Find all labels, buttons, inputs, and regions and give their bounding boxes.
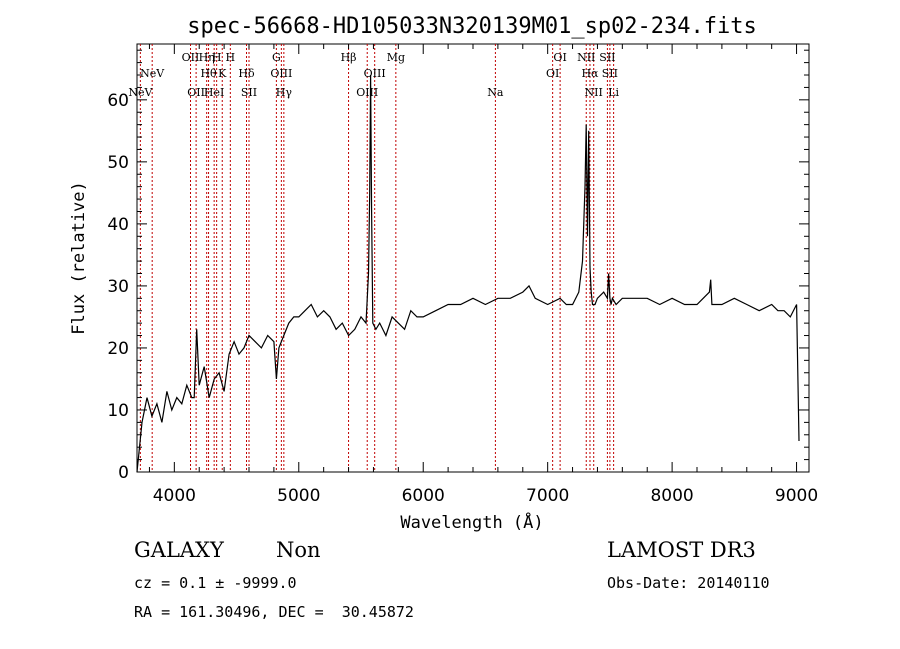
spectral-line-label: OIII <box>270 67 292 80</box>
spectral-line-label: Hδ <box>238 67 255 80</box>
spectral-line-label: Hγ <box>276 86 293 99</box>
spectral-line-label: OI <box>546 67 559 80</box>
spectral-line-label: Hη <box>199 51 215 64</box>
spectral-line-label: Hθ <box>200 67 217 80</box>
spectral-line-label: OII <box>187 86 205 99</box>
survey-name: LAMOST DR3 <box>607 538 756 562</box>
x-tick-label: 5000 <box>277 486 320 506</box>
spectral-line-label: Mg <box>387 51 405 64</box>
y-tick-label: 40 <box>107 215 129 235</box>
spectral-line-label: OIII <box>356 86 378 99</box>
x-tick-label: 9000 <box>775 486 818 506</box>
spectral-line-label: OI <box>553 51 566 64</box>
spectral-line-label: K <box>218 67 227 80</box>
spectral-line-label: SII <box>599 51 615 64</box>
redshift-value: cz = 0.1 ± -9999.0 <box>134 574 297 592</box>
spectral-line-label: NeV <box>140 67 165 80</box>
spectral-line-label: H <box>212 51 222 64</box>
spectral-line-label: H <box>226 51 236 64</box>
spectral-line-label: Na <box>487 86 504 99</box>
spectral-line-label: NII <box>585 86 603 99</box>
x-tick-label: 7000 <box>526 486 569 506</box>
x-tick-label: 4000 <box>153 486 196 506</box>
spectral-line-label: SII <box>241 86 257 99</box>
y-tick-label: 0 <box>118 463 129 483</box>
y-tick-label: 20 <box>107 339 129 359</box>
spectral-line-label: OIII <box>364 67 386 80</box>
spectral-line-label: Li <box>608 86 619 99</box>
spectrum-line <box>136 74 800 473</box>
chart-title: spec-56668-HD105033N320139M01_sp02-234.f… <box>187 14 757 39</box>
y-tick-label: 30 <box>107 277 129 297</box>
coordinates: RA = 161.30496, DEC = 30.45872 <box>134 603 414 621</box>
spectral-line-label: G <box>272 51 281 64</box>
spectral-line-label: OII <box>182 51 200 64</box>
y-tick-label: 10 <box>107 401 129 421</box>
object-class: GALAXY <box>134 538 224 562</box>
plot-frame <box>136 43 810 473</box>
y-tick-label: 60 <box>107 91 129 111</box>
spectral-lines <box>139 44 615 472</box>
spectral-line-label: NeV <box>128 86 153 99</box>
y-axis-label: Flux (relative) <box>69 181 89 335</box>
spectral-line-label: HeI <box>204 86 224 99</box>
object-subclass: Non <box>276 538 321 562</box>
spectral-line-labels: NeVNeVOIIOIIHηHθHeIHKHHδSIIGOIIIHγHβOIII… <box>128 51 619 99</box>
spectral-line-label: Hβ <box>341 51 357 64</box>
y-tick-label: 50 <box>107 153 129 173</box>
x-axis-label: Wavelength (Å) <box>400 511 543 533</box>
spectral-line-label: SII <box>602 67 618 80</box>
spectral-line-label: Hα <box>581 67 599 80</box>
observation-date: Obs-Date: 20140110 <box>607 574 770 592</box>
x-tick-label: 6000 <box>402 486 445 506</box>
x-tick-label: 8000 <box>650 486 693 506</box>
spectral-line-label: NII <box>577 51 595 64</box>
axis-ticks: 4000 5000 6000 7000 8000 9000 0 10 20 30 40 50 60 <box>107 44 818 506</box>
